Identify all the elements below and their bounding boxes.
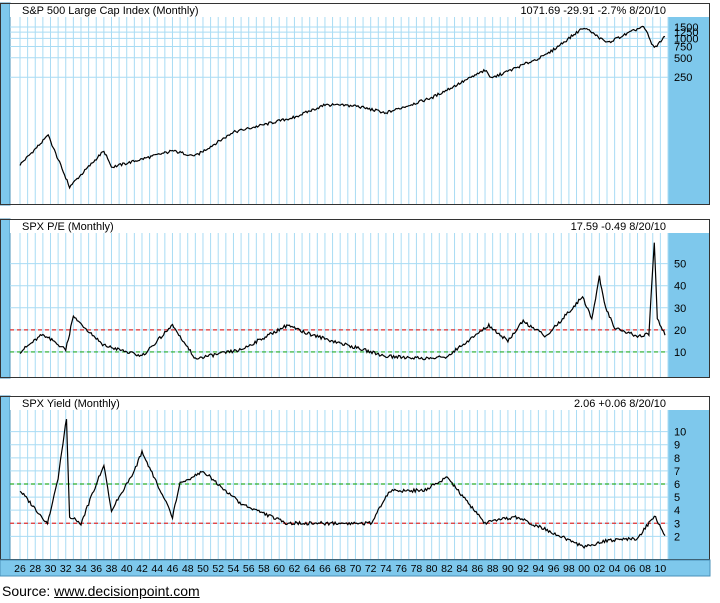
x-tick-label: 60 bbox=[273, 563, 285, 575]
panel-title: SPX P/E (Monthly) bbox=[22, 221, 114, 233]
left-side-bar bbox=[0, 218, 11, 379]
y-tick-label: 50 bbox=[674, 259, 686, 271]
x-tick-label: 80 bbox=[426, 563, 438, 575]
right-axis-panel bbox=[668, 3, 710, 205]
x-tick-label: 40 bbox=[121, 563, 133, 575]
x-tick-label: 54 bbox=[228, 563, 240, 575]
y-tick-label: 5 bbox=[674, 492, 680, 504]
y-tick-label: 10 bbox=[674, 427, 686, 439]
source-prefix: Source: bbox=[2, 583, 55, 599]
x-tick-label: 86 bbox=[472, 563, 484, 575]
x-tick-label: 68 bbox=[334, 563, 346, 575]
x-tick-label: 38 bbox=[106, 563, 118, 575]
x-tick-label: 02 bbox=[594, 563, 606, 575]
panel-title: S&P 500 Large Cap Index (Monthly) bbox=[22, 5, 199, 17]
x-tick-label: 84 bbox=[456, 563, 468, 575]
chart-panel-2: 10 20 30 40 50 SPX P/E (Monthly) 17.59 -0.49 8… bbox=[0, 218, 710, 379]
x-tick-label: 50 bbox=[197, 563, 209, 575]
x-tick-label: 88 bbox=[487, 563, 499, 575]
y-tick-label: 7 bbox=[674, 466, 680, 478]
x-tick-label: 56 bbox=[243, 563, 255, 575]
x-tick-label: 92 bbox=[517, 563, 529, 575]
x-tick-label: 42 bbox=[136, 563, 148, 575]
plot-background bbox=[10, 219, 710, 378]
y-tick-label: 10 bbox=[674, 347, 686, 359]
x-tick-label: 76 bbox=[395, 563, 407, 575]
x-tick-label: 74 bbox=[380, 563, 392, 575]
x-tick-label: 94 bbox=[533, 563, 545, 575]
x-tick-label: 46 bbox=[167, 563, 179, 575]
series-line bbox=[19, 25, 666, 190]
x-tick-label: 44 bbox=[151, 563, 163, 575]
y-tick-label: 6 bbox=[674, 479, 680, 491]
left-side-bar bbox=[0, 2, 11, 206]
x-tick-label: 72 bbox=[365, 563, 377, 575]
x-tick-label: 26 bbox=[14, 563, 26, 575]
panel-header-band bbox=[10, 219, 710, 233]
x-tick-label: 10 bbox=[655, 563, 667, 575]
x-tick-label: 48 bbox=[182, 563, 194, 575]
y-tick-label: 4 bbox=[674, 505, 680, 517]
x-tick-label: 36 bbox=[90, 563, 102, 575]
panel-header-band bbox=[10, 396, 710, 410]
x-tick-label: 98 bbox=[563, 563, 575, 575]
x-tick-label: 00 bbox=[578, 563, 590, 575]
x-tick-label: 34 bbox=[75, 563, 87, 575]
x-tick-label: 32 bbox=[60, 563, 72, 575]
series-line bbox=[19, 418, 666, 549]
x-tick-label: 90 bbox=[502, 563, 514, 575]
right-axis-panel bbox=[668, 219, 710, 378]
y-tick-label: 30 bbox=[674, 303, 686, 315]
x-tick-label: 70 bbox=[350, 563, 362, 575]
panel-title: SPX Yield (Monthly) bbox=[22, 398, 120, 410]
x-tick-label: 78 bbox=[411, 563, 423, 575]
panel-header-band bbox=[10, 3, 710, 17]
y-tick-label: 1000 bbox=[674, 33, 698, 45]
y-tick-label: 750 bbox=[674, 41, 692, 53]
right-axis-panel bbox=[668, 396, 710, 560]
y-tick-label: 250 bbox=[674, 72, 692, 84]
y-tick-label: 2 bbox=[674, 531, 680, 543]
x-tick-label: 58 bbox=[258, 563, 270, 575]
x-tick-label: 28 bbox=[29, 563, 41, 575]
y-tick-label: 20 bbox=[674, 325, 686, 337]
plot-background bbox=[10, 396, 710, 560]
panel-border bbox=[0, 3, 710, 205]
x-tick-label: 96 bbox=[548, 563, 560, 575]
source-line: Source: www.decisionpoint.com bbox=[2, 583, 200, 599]
x-tick-label: 66 bbox=[319, 563, 331, 575]
y-tick-label: 1500 bbox=[674, 22, 698, 34]
panel-header-values: 17.59 -0.49 8/20/10 bbox=[571, 221, 666, 233]
y-tick-label: 40 bbox=[674, 281, 686, 293]
x-tick-label: 06 bbox=[624, 563, 636, 575]
series-line bbox=[19, 242, 666, 361]
y-tick-label: 8 bbox=[674, 453, 680, 465]
left-side-bar bbox=[0, 395, 11, 561]
plot-background bbox=[10, 3, 710, 205]
x-tick-label: 62 bbox=[289, 563, 301, 575]
y-tick-label: 9 bbox=[674, 440, 680, 452]
x-tick-label: 52 bbox=[212, 563, 224, 575]
panel-header-values: 2.06 +0.06 8/20/10 bbox=[574, 398, 666, 410]
y-tick-label: 3 bbox=[674, 518, 680, 530]
x-tick-label: 64 bbox=[304, 563, 316, 575]
x-axis-band bbox=[0, 559, 711, 577]
x-tick-label: 30 bbox=[45, 563, 57, 575]
panel-border bbox=[0, 219, 710, 378]
source-link[interactable]: www.decisionpoint.com bbox=[54, 583, 200, 599]
x-tick-label: 08 bbox=[639, 563, 651, 575]
y-tick-label: 1250 bbox=[674, 27, 698, 39]
panel-header-values: 1071.69 -29.91 -2.7% 8/20/10 bbox=[520, 5, 666, 17]
y-tick-label: 500 bbox=[674, 53, 692, 65]
x-tick-label: 04 bbox=[609, 563, 621, 575]
x-tick-label: 82 bbox=[441, 563, 453, 575]
